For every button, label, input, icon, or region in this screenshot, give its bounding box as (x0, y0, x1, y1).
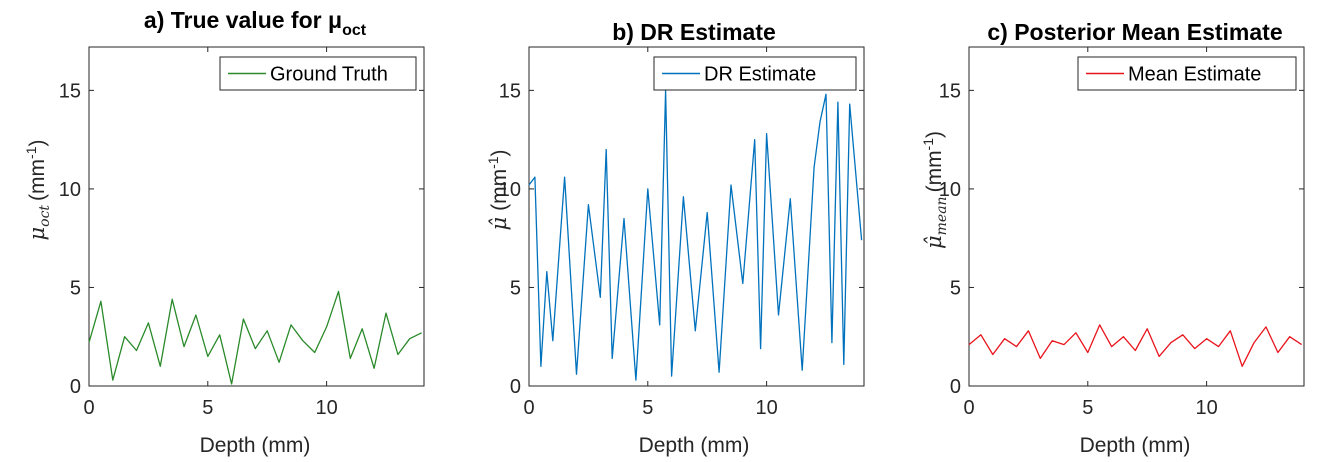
panel-a-title: a) True value for μoct (144, 7, 367, 39)
panel-a-ytick-label: 5 (70, 277, 81, 299)
panel-b-xlabel: Depth (mm) (639, 434, 750, 457)
panel-c-plot-area (968, 46, 1305, 387)
panel-b-ylabel: μ̂ (mm-1) (485, 149, 511, 230)
panel-c-series-line (968, 324, 1302, 367)
panel-c-ylabel-exp: -1 (920, 138, 936, 151)
panel-b-ytick-label: 10 (499, 179, 521, 201)
panel-c-ytick-label: 0 (950, 376, 961, 398)
panel-c-ylabel: μ̂mean (mm-1) (920, 131, 950, 249)
panel-b-ylabel-close: ) (488, 149, 511, 156)
panel-a-ytick-label: 0 (70, 376, 81, 398)
panel-b-ytick-label: 5 (510, 277, 521, 299)
panel-b-plot-area (528, 46, 865, 387)
panel-b-ylabel-unit: (mm (488, 169, 511, 211)
panel-a-series-line (88, 290, 422, 385)
panel-b-xtick-label: 5 (642, 397, 653, 419)
panel-a-ylabel-sub: oct (37, 205, 53, 227)
panel-b-xtick-label: 10 (755, 397, 777, 419)
panel-a-ytick-label: 15 (59, 80, 81, 102)
panel-c-title: c) Posterior Mean Estimate (987, 19, 1282, 45)
panel-a-ylabel: μoct (mm-1) (23, 140, 53, 241)
panel-a-plot-area (88, 46, 425, 387)
panel-c-ytick-label: 15 (939, 80, 961, 102)
panel-c-xlabel: Depth (mm) (1080, 434, 1191, 457)
panel-c-xtick-label: 10 (1195, 397, 1217, 419)
panel-a-ytick-label: 10 (59, 179, 81, 201)
panel-a-xlabel: Depth (mm) (200, 434, 311, 457)
panel-c-ylabel-sub: mean (934, 196, 950, 235)
panel-a-title-sub: oct (342, 22, 367, 39)
panel-a-ylabel-close: ) (26, 140, 49, 147)
panel-b-series-line (528, 89, 863, 381)
panel-a-xtick-label: 5 (202, 397, 213, 419)
panel-c-legend-label: Mean Estimate (1128, 64, 1261, 86)
panel-a-ylabel-exp: -1 (23, 146, 39, 159)
panel-c-xtick-label: 5 (1082, 397, 1093, 419)
panel-b-ylabel-symbol: μ̂ (487, 217, 511, 231)
panel-c-ytick-label: 10 (939, 179, 961, 201)
panel-a-title-text: a) True value for μ (144, 7, 342, 33)
panel-a-axes: 0 5 10 0 5 10 15 Ground Truth (59, 46, 425, 419)
panel-b-ylabel-exp: -1 (485, 156, 501, 169)
panel-a-xtick-label: 10 (315, 397, 337, 419)
panel-a-ylabel-unit: (mm (26, 159, 49, 201)
panel-b-legend-label: DR Estimate (704, 64, 816, 86)
panel-a-ylabel-symbol: μ (25, 227, 49, 241)
panel-c-ylabel-unit: (mm (923, 150, 946, 192)
panel-c-ytick-label: 5 (950, 277, 961, 299)
panel-c-ylabel-close: ) (923, 131, 946, 138)
panel-a-legend-label: Ground Truth (270, 64, 388, 86)
panel-b-ytick-label: 0 (510, 376, 521, 398)
panel-c-ylabel-symbol: μ̂ (922, 235, 946, 249)
panel-b-xtick-label: 0 (523, 397, 534, 419)
panel-a-xtick-label: 0 (83, 397, 94, 419)
panel-c-axes: 0 5 10 0 5 10 15 Mean Estimate (939, 46, 1305, 419)
panel-b-axes: 0 5 10 0 5 10 15 DR Estimate (499, 46, 865, 419)
panel-b-title: b) DR Estimate (612, 19, 776, 45)
panel-b-ytick-label: 15 (499, 80, 521, 102)
panel-c-xtick-label: 0 (963, 397, 974, 419)
